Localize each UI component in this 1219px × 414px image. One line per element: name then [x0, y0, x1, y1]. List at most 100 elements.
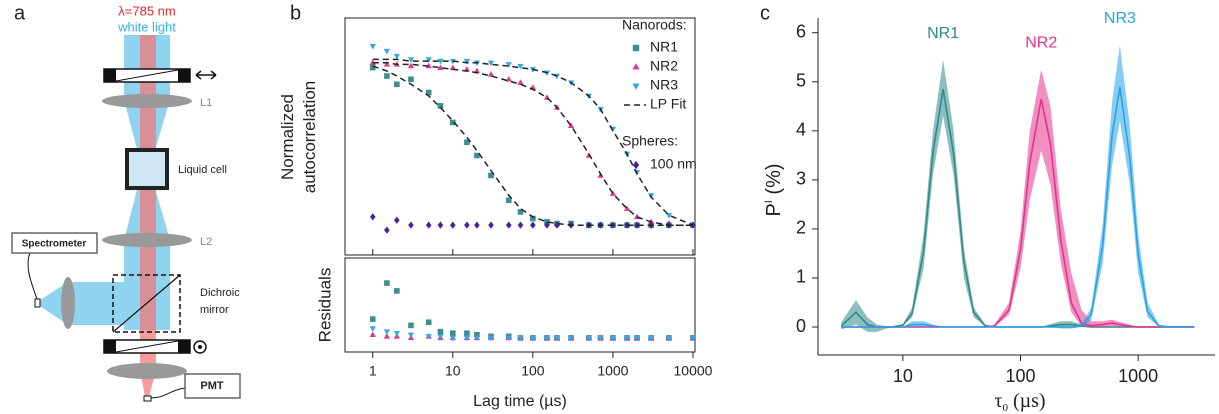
data-point: [369, 64, 376, 71]
data-point: [474, 152, 480, 159]
y-tick-label: 5: [796, 71, 806, 91]
pmt-box: [184, 373, 241, 399]
label-part: (%): [763, 163, 785, 200]
y-tick-label: 2: [796, 218, 806, 238]
data-point: [408, 76, 414, 83]
data-point: [517, 209, 524, 215]
data-point: [505, 221, 512, 229]
line: [841, 86, 1195, 328]
data-point: [437, 328, 444, 335]
data-point: [425, 319, 432, 326]
fiber: [27, 252, 38, 300]
panel-label: a: [14, 2, 26, 24]
y-axis-label: PI (%): [763, 163, 785, 216]
data-point: [449, 335, 456, 342]
legend-marker: [632, 63, 640, 70]
data-point: [437, 103, 444, 109]
series-label: NR2: [1025, 35, 1057, 52]
plot-frame: [344, 257, 696, 353]
setup-diagram: L1 Liquid cell L2 Dichroic mirror Spectr…: [11, 3, 241, 402]
confidence-band: [841, 69, 1195, 327]
lens: [107, 363, 187, 379]
data-point: [394, 216, 400, 224]
y-tick-label: 0: [796, 316, 806, 336]
data-point: [517, 335, 524, 342]
y-tick-label: 4: [796, 120, 806, 140]
data-point: [648, 335, 655, 342]
data-point: [665, 335, 672, 342]
data-point: [425, 221, 432, 229]
legend-title: Spheres:: [622, 133, 678, 149]
polarizer: [104, 340, 116, 353]
polarizer: [115, 69, 179, 82]
legend-label: NR2: [650, 58, 678, 74]
data-point: [634, 221, 640, 229]
data-point: [487, 60, 495, 67]
laser-label: λ=785 nm: [118, 3, 175, 18]
label: Liquid cell: [178, 164, 227, 176]
fit-line: [372, 58, 694, 226]
label-part: τ: [994, 390, 1002, 412]
data-point: [369, 59, 376, 65]
fiber: [143, 395, 152, 402]
data-point: [369, 213, 376, 221]
white-light-label: white light: [117, 19, 176, 34]
x-tick-label: 100: [1005, 366, 1035, 386]
legend-marker: [632, 44, 640, 52]
data-point: [665, 212, 672, 219]
data-point: [437, 64, 444, 70]
data-point: [624, 221, 630, 229]
data-point: [449, 64, 456, 70]
data-point: [383, 61, 390, 67]
lens: [102, 94, 192, 108]
label: L2: [200, 236, 212, 248]
data-point: [505, 335, 512, 342]
legend-label: LP Fit: [650, 96, 686, 112]
data-point: [369, 316, 376, 322]
data-point: [530, 221, 536, 229]
data-point: [437, 334, 444, 340]
label-line: autocorrelation: [300, 81, 319, 193]
label-part: I: [763, 200, 775, 203]
y-axis-label: Residuals: [315, 268, 334, 343]
label: Spectrometer: [22, 239, 87, 250]
fit-line: [372, 61, 693, 226]
data-point: [384, 73, 390, 79]
data-point: [505, 197, 512, 204]
label-part: 0: [1002, 402, 1008, 414]
arrow: [195, 70, 217, 80]
data-point: [425, 62, 432, 69]
data-point: [623, 205, 631, 211]
data-point: [609, 335, 617, 342]
polarizer: [115, 340, 179, 353]
label: PMT: [200, 380, 224, 392]
legend-label: NR3: [650, 77, 678, 93]
laser-beam: [140, 35, 156, 397]
data-point: [383, 329, 390, 335]
y-tick-label: 6: [796, 21, 806, 41]
polarizer: [178, 340, 190, 353]
data-point: [369, 326, 376, 332]
data-point: [487, 70, 495, 77]
data-point: [407, 332, 415, 339]
polarizer: [178, 69, 190, 82]
fiber: [150, 387, 186, 399]
data-point: [383, 332, 390, 339]
x-tick-label: 1: [369, 363, 377, 379]
data-point: [408, 221, 414, 229]
data-point: [464, 330, 470, 336]
data-point: [544, 221, 550, 229]
data-point: [597, 335, 604, 342]
x-tick-label: 1000: [1118, 366, 1158, 386]
x-tick-label: 10000: [674, 363, 713, 379]
data-point: [473, 335, 480, 342]
data-point: [567, 335, 575, 342]
polarizer: [104, 69, 116, 82]
data-point: [408, 322, 414, 329]
panel-label: b: [290, 2, 301, 24]
confidence-band: [841, 59, 1195, 332]
label: mirror: [200, 304, 229, 316]
data-point: [567, 122, 575, 128]
line: [841, 98, 1195, 328]
